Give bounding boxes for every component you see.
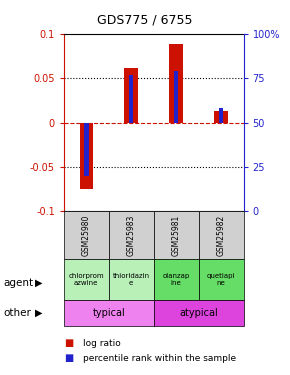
- Text: ▶: ▶: [35, 308, 43, 318]
- Text: GSM25981: GSM25981: [172, 215, 181, 256]
- Text: percentile rank within the sample: percentile rank within the sample: [83, 354, 236, 363]
- Text: ■: ■: [64, 353, 73, 363]
- Text: GDS775 / 6755: GDS775 / 6755: [97, 13, 193, 26]
- Bar: [214, 111, 228, 123]
- Text: typical: typical: [93, 308, 125, 318]
- Bar: [154, 211, 199, 259]
- Bar: [64, 211, 109, 259]
- Text: GSM25980: GSM25980: [82, 214, 91, 256]
- Bar: [79, 123, 93, 189]
- Bar: [154, 259, 199, 300]
- Bar: [109, 211, 154, 259]
- Bar: [64, 259, 109, 300]
- Text: ■: ■: [64, 338, 73, 348]
- Text: other: other: [3, 308, 31, 318]
- Text: GSM25983: GSM25983: [127, 214, 136, 256]
- Bar: [124, 68, 138, 123]
- Text: atypical: atypical: [179, 308, 218, 318]
- Bar: [154, 300, 244, 326]
- Text: olanzap
ine: olanzap ine: [163, 273, 190, 286]
- Bar: [199, 211, 244, 259]
- Bar: [84, 123, 88, 176]
- Text: agent: agent: [3, 278, 33, 288]
- Text: thioridazin
e: thioridazin e: [113, 273, 150, 286]
- Bar: [174, 71, 178, 123]
- Text: log ratio: log ratio: [83, 339, 120, 348]
- Text: chlorprom
azwine: chlorprom azwine: [68, 273, 104, 286]
- Bar: [169, 44, 183, 123]
- Bar: [109, 259, 154, 300]
- Bar: [129, 75, 133, 123]
- Bar: [199, 259, 244, 300]
- Text: GSM25982: GSM25982: [217, 215, 226, 256]
- Text: quetiapi
ne: quetiapi ne: [207, 273, 235, 286]
- Bar: [219, 108, 223, 123]
- Text: ▶: ▶: [35, 278, 43, 288]
- Bar: [64, 300, 154, 326]
